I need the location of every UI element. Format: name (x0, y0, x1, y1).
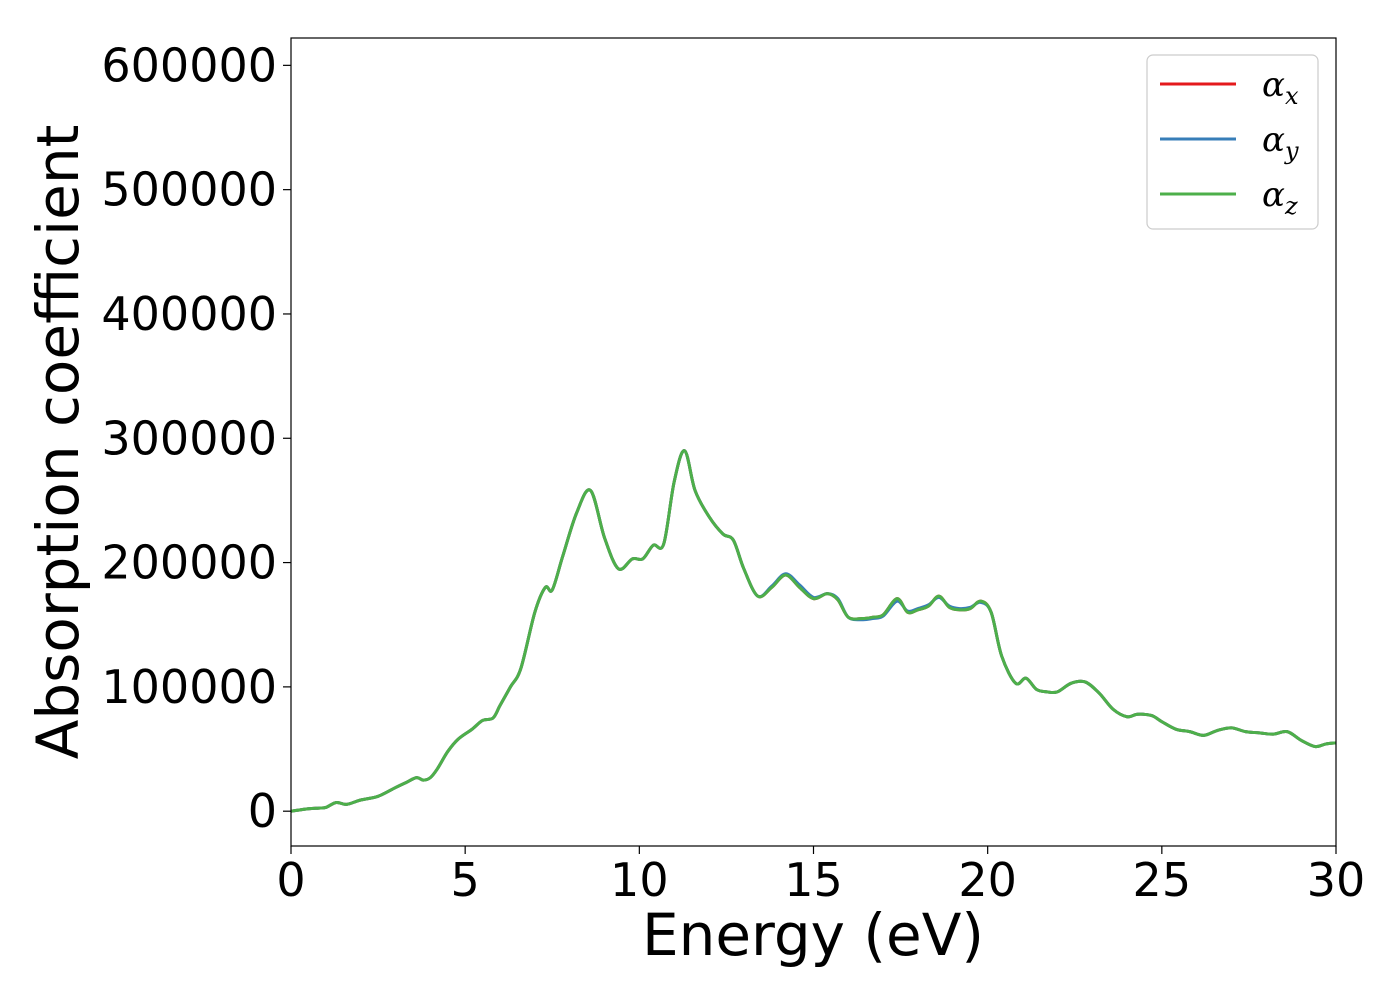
y-tick-label: 400000 (101, 287, 277, 341)
legend-frame (1146, 54, 1319, 230)
x-tick-label: 30 (1307, 853, 1366, 907)
y-tick-label: 200000 (101, 536, 277, 590)
y-axis-title: Absorption coefficient (24, 125, 92, 760)
legend-label-alpha-x: αx (1262, 65, 1299, 110)
y-axis: 0 100000 200000 300000 400000 500000 600000 (101, 38, 291, 838)
x-tick-label: 0 (276, 853, 305, 907)
y-tick-label: 300000 (101, 411, 277, 465)
series-line-alpha-z (291, 449, 1336, 813)
x-tick-label: 20 (958, 853, 1017, 907)
x-tick-label: 5 (451, 853, 480, 907)
x-tick-label: 10 (610, 853, 669, 907)
series-layer (291, 449, 1336, 813)
x-axis-title: Energy (eV) (642, 901, 984, 969)
y-tick-label: 0 (248, 784, 277, 838)
legend-label-alpha-y: αy (1262, 120, 1299, 165)
legend: αx αy αz (1146, 54, 1319, 230)
y-tick-label: 600000 (101, 38, 277, 92)
x-tick-label: 25 (1133, 853, 1192, 907)
x-axis: 0 5 10 15 20 25 30 (276, 846, 1365, 907)
y-tick-label: 500000 (101, 163, 277, 217)
x-tick-label: 15 (784, 853, 843, 907)
y-tick-label: 100000 (101, 660, 277, 714)
legend-label-alpha-z: αz (1262, 175, 1298, 220)
